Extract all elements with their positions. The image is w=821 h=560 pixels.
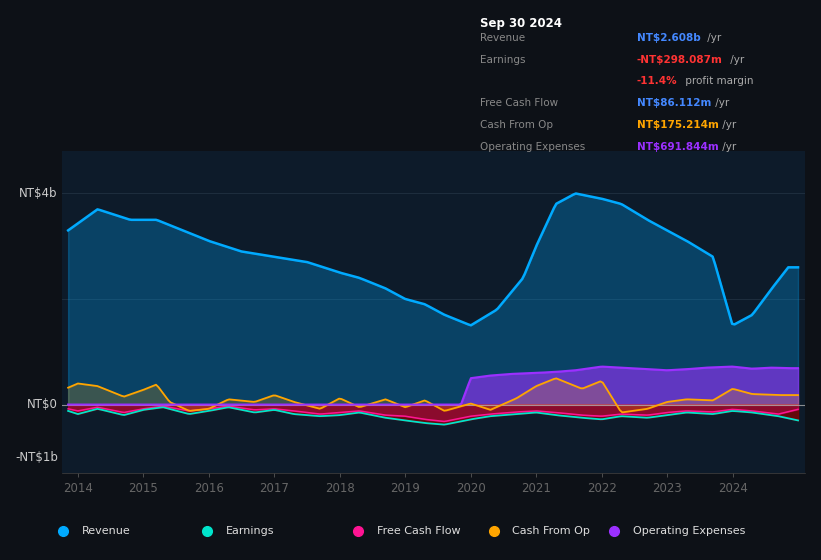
Text: Cash From Op: Cash From Op — [480, 120, 553, 130]
Text: /yr: /yr — [719, 120, 736, 130]
Text: Operating Expenses: Operating Expenses — [480, 142, 585, 152]
Text: NT$86.112m: NT$86.112m — [637, 99, 711, 109]
Text: -NT$298.087m: -NT$298.087m — [637, 54, 722, 64]
Text: NT$0: NT$0 — [27, 398, 57, 411]
Text: NT$175.214m: NT$175.214m — [637, 120, 718, 130]
Text: Revenue: Revenue — [480, 32, 525, 43]
Text: Cash From Op: Cash From Op — [512, 526, 590, 535]
Text: Earnings: Earnings — [480, 54, 525, 64]
Text: NT$4b: NT$4b — [20, 187, 57, 200]
Text: /yr: /yr — [719, 142, 736, 152]
Text: /yr: /yr — [712, 99, 729, 109]
Text: Free Cash Flow: Free Cash Flow — [377, 526, 460, 535]
Text: -11.4%: -11.4% — [637, 77, 677, 86]
Text: /yr: /yr — [727, 54, 744, 64]
Text: Revenue: Revenue — [82, 526, 131, 535]
Text: -NT$1b: -NT$1b — [15, 451, 57, 464]
Text: Free Cash Flow: Free Cash Flow — [480, 99, 558, 109]
Text: Earnings: Earnings — [226, 526, 274, 535]
Text: profit margin: profit margin — [681, 77, 753, 86]
Text: NT$2.608b: NT$2.608b — [637, 32, 700, 43]
Text: NT$691.844m: NT$691.844m — [637, 142, 718, 152]
Text: Sep 30 2024: Sep 30 2024 — [480, 17, 562, 30]
Text: /yr: /yr — [704, 32, 722, 43]
Text: Operating Expenses: Operating Expenses — [633, 526, 745, 535]
